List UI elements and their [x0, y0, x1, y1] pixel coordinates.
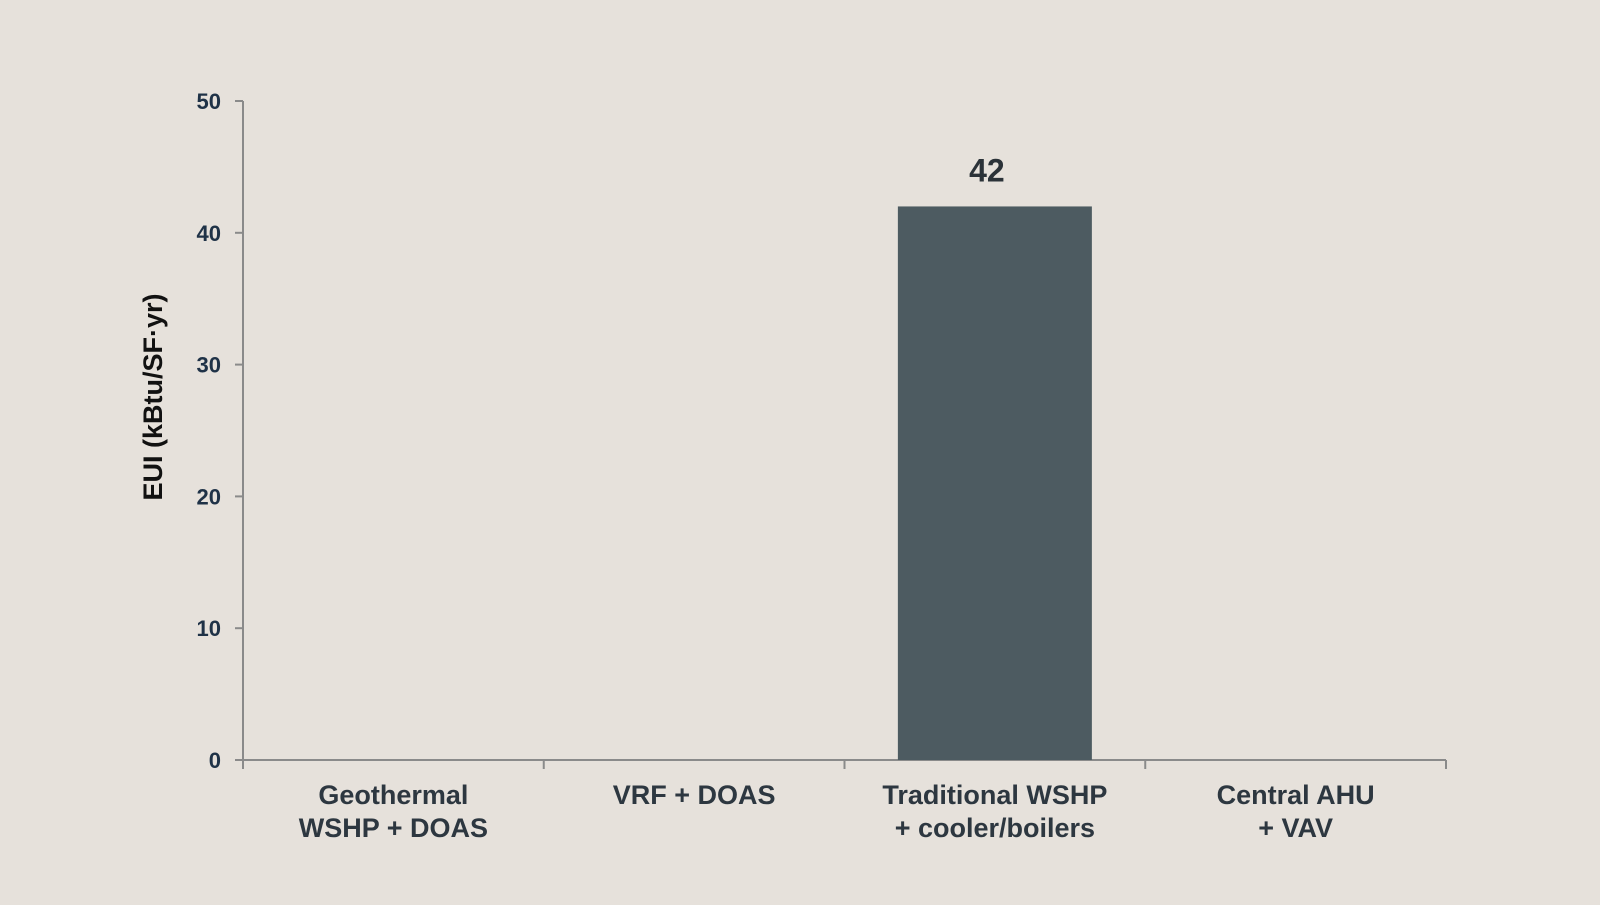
y-axis-label-group: EUI (kBtu/SF·yr): [138, 293, 168, 500]
x-tick-label: Traditional WSHP + cooler/boilers: [882, 780, 1107, 843]
axes: [242, 101, 1446, 761]
bars: [897, 206, 1092, 760]
x-tick-label: VRF + DOAS: [613, 780, 776, 810]
data-label: 42: [969, 152, 1005, 188]
x-tick-label: Central AHU + VAV: [1217, 780, 1375, 843]
y-tick-label: 30: [197, 353, 221, 378]
y-tick-label: 0: [209, 748, 221, 773]
x-tick-label: Geothermal WSHP + DOAS: [299, 780, 488, 843]
y-tick-label: 50: [197, 89, 221, 114]
y-tick-label: 20: [197, 484, 221, 509]
data-labels: 42: [969, 152, 1005, 188]
y-axis-label: EUI (kBtu/SF·yr): [138, 293, 168, 500]
y-tick-label: 10: [197, 616, 221, 641]
x-ticks: Geothermal WSHP + DOAS VRF + DOAS Tradition…: [242, 760, 1447, 843]
y-tick-label: 40: [197, 221, 221, 246]
bar: [897, 206, 1092, 760]
y-ticks: 0 10 20 30 40 50: [197, 89, 243, 773]
